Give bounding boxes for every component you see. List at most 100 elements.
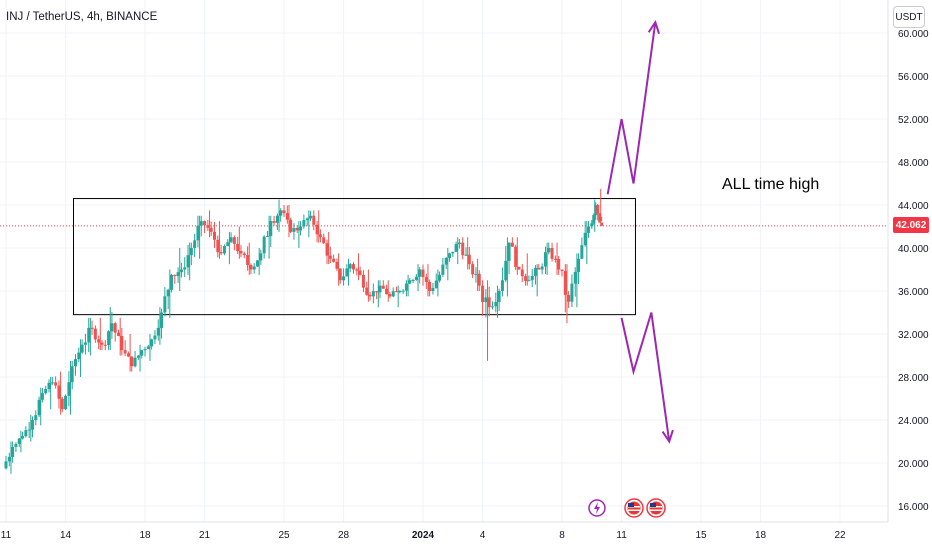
us-flag-icon[interactable] [646,498,666,518]
candle-body [150,339,154,347]
candle-body [236,243,240,252]
lightning-icon[interactable] [588,499,606,517]
candle-body [216,239,220,253]
candle-body [550,248,554,259]
candle-body [160,312,164,328]
candle-body [530,275,534,281]
candle-body [130,356,134,367]
time-tick-label: 8 [559,530,565,541]
candle-body [428,281,432,291]
candle-body [302,220,306,227]
candle-body [573,271,577,284]
candle-body [34,415,38,420]
candle-body [166,289,170,297]
candle-body [586,226,590,233]
candle-body [4,461,8,469]
price-tick-label: 20.000 [898,459,929,470]
range-box [73,198,636,316]
price-tick-label: 32.000 [898,330,929,341]
candle-body [143,349,147,351]
candle-body [540,266,544,270]
candle-body [444,257,448,265]
time-axis[interactable]: 11 14 18 21 25 28 2024 4 8 11 15 18 22 [1,530,846,541]
candle-body [153,335,157,340]
candle-body [269,221,273,237]
us-flag-icon[interactable] [624,498,644,518]
price-axis[interactable]: 60.000 56.000 52.000 48.000 44.000 40.000 36.0… [898,29,929,513]
bullish-arrowhead [647,19,661,34]
candle-body [537,268,541,270]
candle-body [438,274,442,281]
candle-body [451,251,455,254]
candle-body [103,344,107,346]
currency-unit-button[interactable]: USDT [893,6,925,28]
candle-body [209,227,213,232]
candle-body [252,266,256,270]
candle-body [47,382,51,390]
candle-body [598,213,602,223]
candle-body [322,237,326,244]
candle-body [299,226,303,231]
candle-body [563,270,567,295]
candle-body [557,258,561,270]
candle-body [11,446,15,457]
price-tick-label: 52.000 [898,115,929,126]
candle-body [484,297,488,303]
last-price-label: 42.062 [893,217,929,233]
candle-body [408,280,412,284]
candle-body [60,398,64,410]
candle-body [30,420,34,430]
candle-body [471,264,475,275]
candle-body [352,264,355,270]
candle-body [332,258,336,262]
candle-body [361,274,365,288]
candle-body [203,221,207,226]
candle-body [292,227,296,232]
candles [4,188,604,474]
candle-body [590,223,594,227]
candle-body [219,252,223,254]
price-tick-label: 36.000 [898,287,929,298]
candle-body [239,251,243,254]
price-tick-label: 28.000 [898,373,929,384]
candle-body [398,291,402,292]
candle-body [514,246,518,267]
candle-body [107,331,111,346]
candle-body [54,382,58,386]
candle-body [67,382,71,396]
time-tick-label: 25 [278,530,290,541]
candle-body [500,280,504,291]
candle-body [97,339,101,343]
candle-body [457,242,461,245]
time-tick-label: 22 [834,530,846,541]
candle-body [186,255,190,268]
time-tick-label: 28 [338,530,350,541]
candle-body [510,242,514,247]
candle-body [146,346,150,350]
candle-body [381,285,385,289]
candle-body [193,240,197,248]
time-tick-label: 18 [139,530,151,541]
candle-body [434,280,438,288]
candle-body [371,291,375,297]
candle-body [596,205,600,214]
price-tick-label: 48.000 [898,158,929,169]
time-tick-label: 21 [199,530,211,541]
candle-body [375,291,379,293]
price-tick-label: 44.000 [898,201,929,212]
candle-body [100,342,104,345]
candle-body [242,253,246,256]
candle-body [534,268,538,276]
time-tick-label: 11 [1,530,12,541]
candle-body [447,253,451,258]
candle-body [140,350,144,356]
candle-body [206,225,210,228]
candle-body [229,237,233,243]
bullish-arrow [606,22,657,195]
candle-body [594,205,598,216]
candle-body [117,332,121,336]
event-icons [588,498,666,518]
candle-body [183,267,187,270]
candle-body [179,269,183,273]
